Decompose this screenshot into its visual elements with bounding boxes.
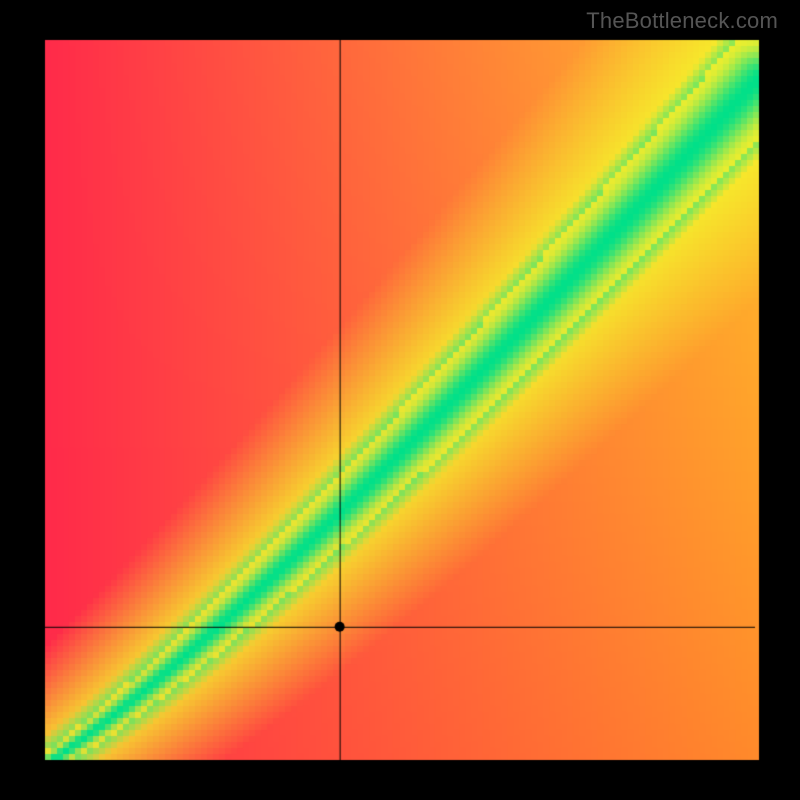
chart-container: TheBottleneck.com xyxy=(0,0,800,800)
watermark-text: TheBottleneck.com xyxy=(586,8,778,34)
bottleneck-heatmap xyxy=(0,0,800,800)
